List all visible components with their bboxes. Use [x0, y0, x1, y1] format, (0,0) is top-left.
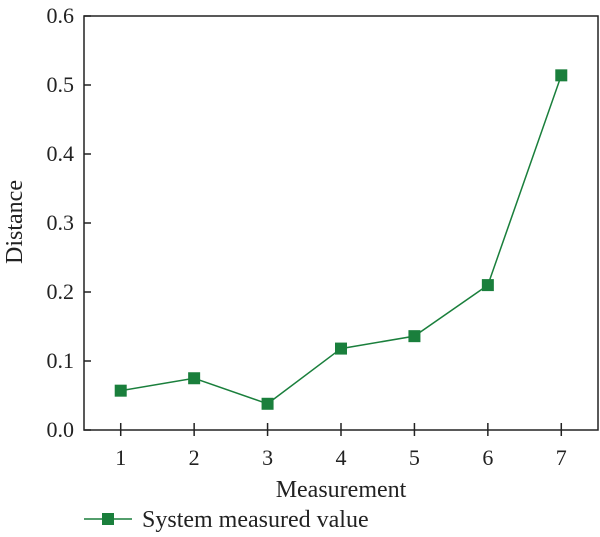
- y-tick-label: 0.2: [47, 279, 75, 304]
- x-tick-label: 5: [409, 445, 420, 470]
- x-axis-label: Measurement: [276, 477, 407, 503]
- x-tick-label: 7: [556, 445, 567, 470]
- data-point-marker: [188, 372, 201, 385]
- x-tick-label: 2: [189, 445, 200, 470]
- y-tick-label: 0.6: [47, 3, 75, 28]
- y-tick-label: 0.1: [47, 348, 75, 373]
- data-point-marker: [114, 384, 127, 397]
- legend-series-label: System measured value: [142, 507, 369, 533]
- y-tick-label: 0.0: [47, 417, 75, 442]
- data-point-marker: [481, 279, 494, 292]
- plot-frame: [83, 15, 599, 431]
- series-group: [114, 69, 568, 410]
- y-axis-ticks: 0.0 0.1 0.2 0.3 0.4 0.5 0.6: [47, 3, 91, 442]
- y-axis-label: Distance: [2, 180, 28, 264]
- x-tick-label: 4: [336, 445, 347, 470]
- legend: System measured value: [84, 507, 369, 533]
- x-axis-ticks: 1 2 3 4 5 6 7: [115, 423, 567, 470]
- data-point-marker: [335, 342, 347, 355]
- y-tick-label: 0.5: [47, 72, 75, 97]
- data-point-marker: [261, 397, 274, 410]
- plot-area-border: [83, 15, 599, 431]
- x-tick-label: 6: [482, 445, 493, 470]
- x-tick-label: 3: [262, 445, 273, 470]
- data-point-marker: [555, 69, 568, 82]
- legend-series-marker: [102, 513, 114, 525]
- y-tick-label: 0.3: [47, 210, 75, 235]
- x-tick-label: 1: [115, 445, 126, 470]
- y-tick-label: 0.4: [47, 141, 75, 166]
- data-point-marker: [408, 330, 421, 343]
